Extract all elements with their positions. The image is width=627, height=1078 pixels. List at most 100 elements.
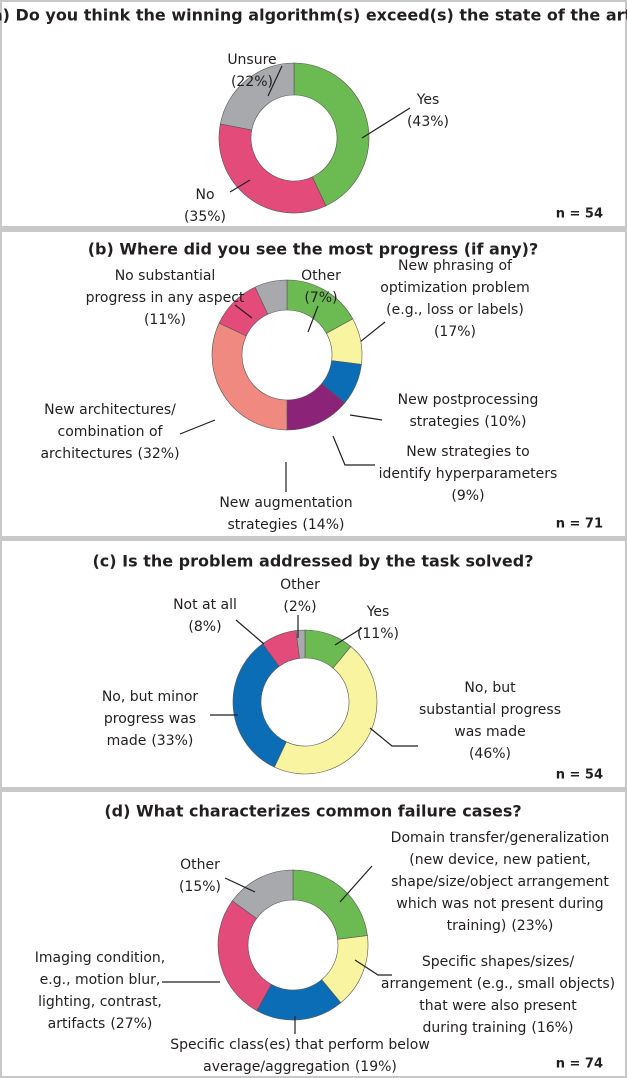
label-text: progress was [104, 711, 196, 727]
chart-title: (d) What characterizes common failure ca… [104, 802, 521, 821]
slice-label: e.g., motion blur, [40, 972, 161, 988]
label-text: Unsure [227, 52, 276, 68]
leader-line [229, 179, 251, 193]
slice-label: training) (23%) [447, 918, 554, 934]
slice-label: that were also present [419, 998, 577, 1014]
slice-label: Yes [416, 92, 440, 108]
value-label: (14%) [302, 517, 344, 533]
label-text: lighting, contrast, [38, 994, 162, 1010]
slice-label: New phrasing of [398, 258, 513, 274]
value-label: (35%) [184, 209, 226, 225]
label-text: artifacts [48, 1016, 106, 1032]
slice-label: was made [454, 724, 526, 740]
slice-label: strategies (10%) [410, 414, 527, 430]
label-text: New postprocessing [398, 392, 539, 408]
leader-line [332, 435, 375, 466]
slice-label: architectures (32%) [40, 446, 179, 462]
slice-label: optimization problem [380, 280, 529, 296]
label-text: Yes [366, 604, 390, 620]
donut-slice [254, 279, 288, 315]
label-text: Specific class(es) that perform below [170, 1037, 430, 1053]
value-label: (8%) [188, 619, 221, 635]
slice-label: New augmentation [219, 495, 352, 511]
leader-line [339, 865, 373, 903]
label-text: New augmentation [219, 495, 352, 511]
value-label: (23%) [511, 918, 553, 934]
value-label: (9%) [451, 488, 484, 504]
label-text: was made [454, 724, 526, 740]
label-text: strategies [410, 414, 480, 430]
sample-size: n = 74 [556, 1057, 603, 1072]
label-text: New strategies to [406, 444, 529, 460]
sample-size: n = 71 [556, 517, 603, 532]
label-text: made [107, 733, 147, 749]
label-text: No [195, 187, 214, 203]
value-label: (11%) [357, 626, 399, 642]
leader-line [361, 107, 411, 139]
label-text: which was not present during [396, 896, 603, 912]
value-label: (43%) [407, 114, 449, 130]
chart-title: (c) Is the problem addressed by the task… [92, 552, 533, 571]
leader-line [369, 727, 418, 747]
label-text: Other [280, 577, 320, 593]
label-text: New phrasing of [398, 258, 513, 274]
label-text: No substantial [115, 268, 216, 284]
slice-label: No substantial [115, 268, 216, 284]
value-label: (32%) [137, 446, 179, 462]
slice-label: Domain transfer/generalization [391, 830, 610, 846]
slice-label: Other [180, 857, 220, 873]
value-label: (7%) [304, 290, 337, 306]
chart-title: (b) Where did you see the most progress … [88, 240, 539, 259]
label-text: Domain transfer/generalization [391, 830, 610, 846]
slice-label: progress was [104, 711, 196, 727]
slice-label: which was not present during [396, 896, 603, 912]
leader-line [334, 627, 363, 646]
slice-label: during training (16%) [423, 1020, 574, 1036]
label-text: strategies [228, 517, 298, 533]
label-text: Yes [416, 92, 440, 108]
value-label: (10%) [484, 414, 526, 430]
slice-label: No [195, 187, 214, 203]
donut-slice [231, 869, 294, 919]
slice-label: Imaging condition, [35, 950, 166, 966]
value-label: (16%) [531, 1020, 573, 1036]
slice-label: progress in any aspect [86, 290, 245, 306]
slice-label: Unsure [227, 52, 276, 68]
slice-label: Other [301, 268, 341, 284]
slice-label: strategies (14%) [228, 517, 345, 533]
slice-label: New strategies to [406, 444, 529, 460]
slice-label: lighting, contrast, [38, 994, 162, 1010]
slice-label: combination of [58, 424, 164, 440]
leader-line [307, 305, 319, 333]
slice-label: (new device, new patient, [409, 852, 590, 868]
slice-label: identify hyperparameters [379, 466, 558, 482]
slice-label: made (33%) [107, 733, 194, 749]
value-label: (27%) [110, 1016, 152, 1032]
label-text: shape/size/object arrangement [391, 874, 609, 890]
slice-label: Specific class(es) that perform below [170, 1037, 430, 1053]
leader-line [179, 419, 216, 435]
label-text: No, but minor [102, 689, 199, 705]
value-label: (11%) [144, 312, 186, 328]
slice-label: No, but minor [102, 689, 199, 705]
slice-label: (e.g., loss or labels) [386, 302, 524, 318]
label-text: arrangement (e.g., small objects) [381, 976, 615, 992]
slice-label: arrangement (e.g., small objects) [381, 976, 615, 992]
label-text: progress in any aspect [86, 290, 245, 306]
value-label: (19%) [355, 1059, 397, 1075]
label-text: substantial progress [419, 702, 561, 718]
leader-line [354, 959, 392, 976]
slice-label: Yes [366, 604, 390, 620]
label-text: Not at all [173, 597, 237, 613]
slice-label: average/aggregation (19%) [203, 1059, 397, 1075]
label-text: optimization problem [380, 280, 529, 296]
label-text: New architectures/ [44, 402, 176, 418]
donut-slice [232, 643, 287, 768]
leader-line [349, 414, 383, 421]
value-label: (2%) [283, 599, 316, 615]
label-text: (new device, new patient, [409, 852, 590, 868]
panel [2, 232, 625, 536]
label-text: identify hyperparameters [379, 466, 558, 482]
donut-slice [273, 646, 378, 775]
